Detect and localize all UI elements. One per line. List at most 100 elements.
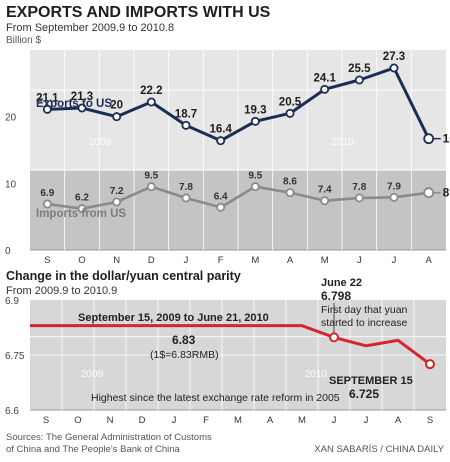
chart1-x-tick-label: J <box>357 255 362 266</box>
annotation-period: September 15, 2009 to June 21, 2010 <box>78 312 269 324</box>
chart2-x-tick-label: S <box>43 415 49 426</box>
chart2-horizontal-grid <box>30 336 446 356</box>
imports-series-label: Imports from US <box>36 208 126 220</box>
chart1-y-tick-label: 20 <box>5 113 17 124</box>
data-label: 21.3 <box>71 91 93 103</box>
chart1-x-tick-label: N <box>113 255 120 266</box>
parity-series <box>30 303 435 370</box>
footer-sources-2: of China and The People's Bank of China <box>6 444 181 455</box>
chart2-y-ticks: 6.6 6.75 6.9 <box>5 296 25 417</box>
data-point <box>146 97 156 107</box>
data-label-end: 8.6 <box>443 186 450 200</box>
chart2-x-tick-label: O <box>74 415 81 426</box>
data-label: 9.5 <box>144 171 158 182</box>
data-label: 22.2 <box>140 85 162 97</box>
data-point <box>77 103 87 113</box>
annotation-june-value: 6.798 <box>321 289 351 303</box>
data-label: 6.9 <box>40 188 54 199</box>
data-point <box>423 187 435 199</box>
chart1-year-labels: 2009 2010 <box>89 137 354 148</box>
data-point <box>250 116 260 126</box>
annotation-flat-value: 6.83 <box>172 333 196 347</box>
series-line <box>47 66 431 143</box>
data-point <box>181 193 191 203</box>
data-point <box>216 136 226 146</box>
data-label: 19.3 <box>244 104 266 116</box>
data-label: 9.5 <box>248 171 262 182</box>
data-label: 7.8 <box>352 182 366 193</box>
chart2-x-tick-label: D <box>139 415 146 426</box>
data-point <box>285 108 295 118</box>
data-label: 24.1 <box>313 72 336 84</box>
chart1-title: EXPORTS AND IMPORTS WITH US <box>6 4 271 21</box>
chart1-x-tick-label: O <box>78 255 85 266</box>
data-label: 7.9 <box>387 181 401 192</box>
data-point <box>112 197 122 207</box>
data-point <box>250 182 260 192</box>
chart2-year-label: 2009 <box>81 369 104 380</box>
chart1-x-tick-label: M <box>321 255 329 266</box>
imports-series: 6.9 6.2 7.2 9.5 7.8 6.4 9.5 8.6 7.4 7.8 7.9 8.6 <box>40 171 450 214</box>
data-label: 27.3 <box>383 51 405 63</box>
annotation-highest: Highest since the latest exchange rate r… <box>91 392 340 404</box>
chart2-x-tick-label: J <box>332 415 337 426</box>
data-label-end: 16.7 <box>443 132 450 146</box>
data-point <box>77 204 87 214</box>
chart1-x-tick-label: M <box>251 255 259 266</box>
chart1-year-label: 2010 <box>332 137 355 148</box>
chart1-year-label: 2009 <box>89 137 112 148</box>
chart2-x-tick-label: A <box>267 415 274 426</box>
chart2-x-tick-label: N <box>107 415 114 426</box>
chart1-x-tick-label: S <box>44 255 50 266</box>
data-label: 7.2 <box>110 186 124 197</box>
chart1-y-ticks: 0 10 20 <box>5 113 17 257</box>
chart2-x-tick-label: F <box>203 415 209 426</box>
chart2-x-tick-label: M <box>298 415 306 426</box>
chart1-x-tick-label: A <box>425 255 432 266</box>
data-label: 6.2 <box>75 193 89 204</box>
chart1-y-tick-label: 10 <box>5 179 17 190</box>
data-point <box>389 63 399 73</box>
chart1-vertical-grid <box>64 50 412 250</box>
data-label: 21.1 <box>36 92 59 104</box>
data-point <box>389 192 399 202</box>
data-point <box>42 199 52 209</box>
data-point <box>285 188 295 198</box>
chart1-x-tick-label: A <box>287 255 294 266</box>
chart1-x-tick-label: F <box>218 255 224 266</box>
data-point <box>112 112 122 122</box>
annotation-june-note-1: First day that yuan <box>321 304 408 316</box>
parity-marker <box>425 359 435 370</box>
data-point <box>216 202 226 212</box>
chart2-vertical-grid <box>61 300 415 410</box>
data-point <box>320 196 330 206</box>
annotation-sept-value: 6.725 <box>349 387 379 401</box>
data-label: 7.4 <box>318 185 332 196</box>
chart1-subtitle: From September 2009.9 to 2010.8 <box>6 22 174 34</box>
annotation-flat-note: (1$=6.83RMB) <box>150 349 219 361</box>
annotation-june-date: June 22 <box>321 277 362 289</box>
chart2-y-tick-label: 6.9 <box>5 296 19 307</box>
chart2-title: Change in the dollar/yuan central parity <box>6 269 241 283</box>
data-point <box>320 84 330 94</box>
data-label: 20.5 <box>279 96 302 108</box>
footer-credit: XAN SABARÍS / CHINA DAILY <box>314 444 444 455</box>
chart2-y-tick-label: 6.75 <box>5 351 25 362</box>
data-label: 6.4 <box>214 191 228 202</box>
parity-marker <box>329 332 339 343</box>
data-point <box>354 193 364 203</box>
data-point <box>354 75 364 85</box>
chart2-x-tick-label: M <box>234 415 242 426</box>
exports-series-label: Exports to US <box>36 98 112 110</box>
series-line <box>47 185 429 210</box>
chart2-x-tick-label: S <box>427 415 433 426</box>
chart2-x-tick-label: J <box>364 415 369 426</box>
chart2-year-labels: 2009 2010 <box>81 369 328 380</box>
data-label: 8.6 <box>283 177 297 188</box>
chart1-x-tick-label: J <box>184 255 189 266</box>
chart2-subtitle: From 2009.9 to 2010.9 <box>6 285 117 297</box>
data-label: 25.5 <box>348 63 371 75</box>
